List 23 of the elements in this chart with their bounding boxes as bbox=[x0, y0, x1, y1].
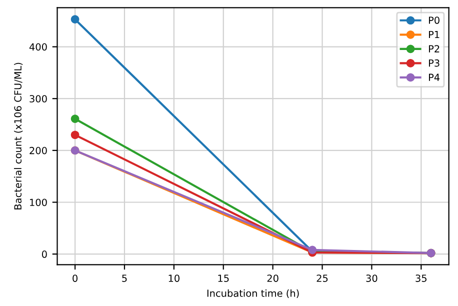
x-tick-label: 20 bbox=[267, 274, 278, 282]
legend-label: P2 bbox=[428, 45, 440, 52]
y-tick-label: 0 bbox=[42, 250, 47, 258]
y-tick-label: 100 bbox=[30, 198, 47, 206]
x-tick-label: 35 bbox=[416, 274, 426, 282]
legend-label: P4 bbox=[428, 74, 440, 81]
point bbox=[70, 130, 80, 140]
point bbox=[70, 114, 80, 123]
x-tick-label: 0 bbox=[72, 274, 78, 282]
legend-label: P1 bbox=[428, 30, 440, 38]
legend-label: P3 bbox=[428, 59, 440, 67]
legend-label: P0 bbox=[428, 16, 440, 24]
y-tick-label: 400 bbox=[29, 43, 47, 51]
y-tick-label: 300 bbox=[30, 95, 47, 102]
y-tick-label: 200 bbox=[30, 146, 47, 154]
point bbox=[70, 15, 80, 24]
x-tick-label: 15 bbox=[218, 274, 229, 282]
x-tick-label: 10 bbox=[168, 274, 180, 282]
x-axis-title: Incubation time (h) bbox=[207, 289, 299, 298]
x-tick-label: 25 bbox=[316, 274, 328, 282]
y-axis-title: Bacterial count (x106 CFU/ML) bbox=[14, 62, 23, 210]
x-tick-label: 30 bbox=[366, 274, 378, 282]
x-tick-label: 5 bbox=[122, 274, 127, 282]
